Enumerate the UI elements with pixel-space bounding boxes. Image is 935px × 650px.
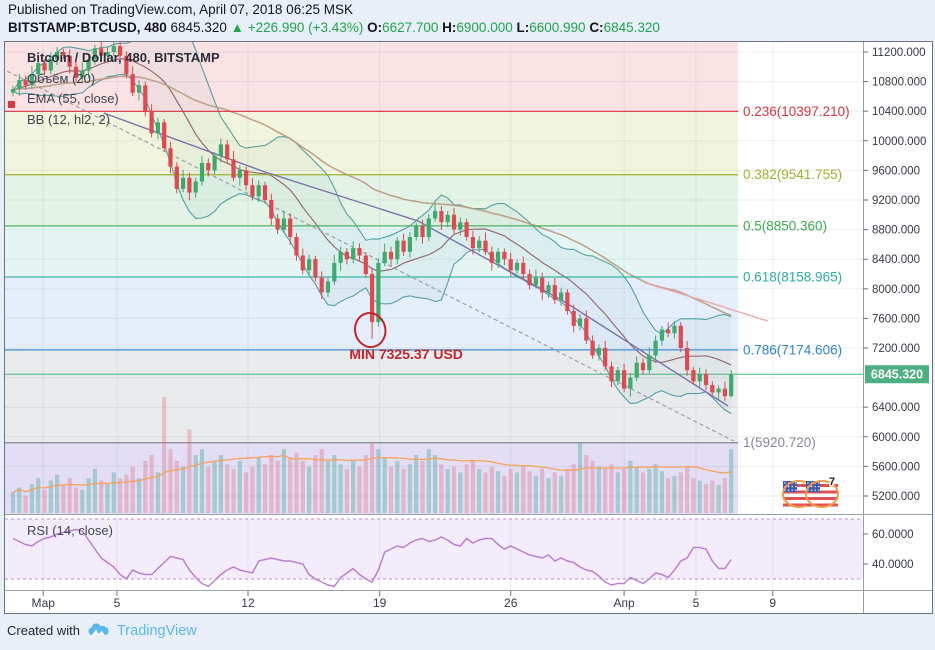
chart-area: 0.236(10397.210) 0.382(9541.755) 0.5(8850.…: [4, 41, 933, 614]
svg-text:Мар: Мар: [31, 596, 55, 610]
svg-text:5200.000: 5200.000: [872, 491, 920, 503]
created-with-text: Created with: [7, 623, 80, 638]
fib-label-0.5: 0.5(8850.360): [743, 218, 827, 233]
fib-zones: [5, 42, 738, 514]
event-flags[interactable]: 7: [782, 475, 839, 508]
low-value: 6600.990: [529, 20, 586, 35]
candles-layer: [10, 42, 734, 402]
price-change: ▲ +226.990 (+3.43%): [230, 20, 364, 35]
svg-text:40.0000: 40.0000: [872, 559, 914, 571]
fib-label-1: 1(5920.720): [743, 435, 816, 450]
published-line: Published on TradingView.com, April 07, …: [8, 2, 353, 17]
svg-text:8800.000: 8800.000: [872, 225, 920, 237]
svg-text:9: 9: [769, 596, 776, 610]
high-value: 6900.000: [456, 20, 513, 35]
svg-text:8000.000: 8000.000: [872, 284, 920, 296]
last-price: 6845.320: [170, 20, 227, 35]
fib-levels: 0.236(10397.210) 0.382(9541.755) 0.5(8850.…: [5, 104, 850, 450]
ema-legend-marker: [8, 101, 15, 108]
svg-text:10000.000: 10000.000: [872, 136, 926, 148]
svg-text:7600.000: 7600.000: [872, 313, 920, 325]
svg-text:10800.000: 10800.000: [872, 77, 926, 89]
svg-text:7200.000: 7200.000: [872, 343, 920, 355]
current-price-badge: [865, 365, 929, 384]
price-axis[interactable]: 5200.000 5600.000 6000.000 6400.000 7200.000…: [863, 47, 929, 503]
low-label: L:: [516, 20, 530, 35]
svg-text:60.0000: 60.0000: [872, 529, 914, 541]
high-label: H:: [442, 20, 457, 35]
rsi-line: [12, 528, 732, 588]
svg-text:12: 12: [241, 596, 255, 610]
time-axis[interactable]: Мар 5 12 19 26 Апр 5 9: [31, 591, 776, 610]
svg-text:Апр: Апр: [614, 596, 636, 610]
min-circle: [354, 312, 387, 348]
events-count-badge: 7: [829, 476, 835, 488]
open-value: 6627.700: [382, 20, 439, 35]
svg-text:8400.000: 8400.000: [872, 254, 920, 266]
svg-text:9200.000: 9200.000: [872, 195, 920, 207]
fib-label-0.786: 0.786(7174.606): [743, 342, 842, 357]
open-label: O:: [367, 20, 383, 35]
tradingview-logo-icon[interactable]: [87, 621, 110, 640]
tradingview-link[interactable]: TradingView: [116, 622, 197, 639]
footer: Created with TradingView: [7, 621, 197, 640]
min-annotation: MIN 7325.37 USD: [349, 312, 463, 362]
rsi-axis: 60.0000 40.0000: [863, 529, 914, 571]
svg-text:9600.000: 9600.000: [872, 165, 920, 177]
fib-label-0.236: 0.236(10397.210): [743, 104, 850, 119]
symbol-title: BITSTAMP:BTCUSD, 480: [8, 20, 167, 35]
svg-text:10400.000: 10400.000: [872, 106, 926, 118]
svg-text:26: 26: [504, 596, 518, 610]
gridlines: [5, 42, 863, 590]
svg-text:6400.000: 6400.000: [872, 402, 920, 414]
fib-label-0.382: 0.382(9541.755): [743, 167, 842, 182]
volume-layer: [10, 397, 734, 513]
fib-label-0.618: 0.618(8158.965): [743, 270, 842, 285]
svg-text:5: 5: [693, 596, 700, 610]
chart-canvas: 0.236(10397.210) 0.382(9541.755) 0.5(8850.…: [5, 42, 932, 613]
close-value: 6845.320: [603, 20, 660, 35]
svg-text:6000.000: 6000.000: [872, 432, 920, 444]
svg-text:5: 5: [114, 596, 121, 610]
symbol-info-bar: BITSTAMP:BTCUSD, 480 6845.320 ▲ +226.990…: [8, 20, 660, 35]
trendlines: [5, 69, 768, 442]
svg-text:5600.000: 5600.000: [872, 461, 920, 473]
svg-text:19: 19: [373, 596, 387, 610]
svg-text:6845.320: 6845.320: [871, 368, 923, 382]
close-label: C:: [589, 20, 604, 35]
svg-text:11200.000: 11200.000: [872, 47, 926, 59]
min-price-label: MIN 7325.37 USD: [349, 346, 463, 362]
